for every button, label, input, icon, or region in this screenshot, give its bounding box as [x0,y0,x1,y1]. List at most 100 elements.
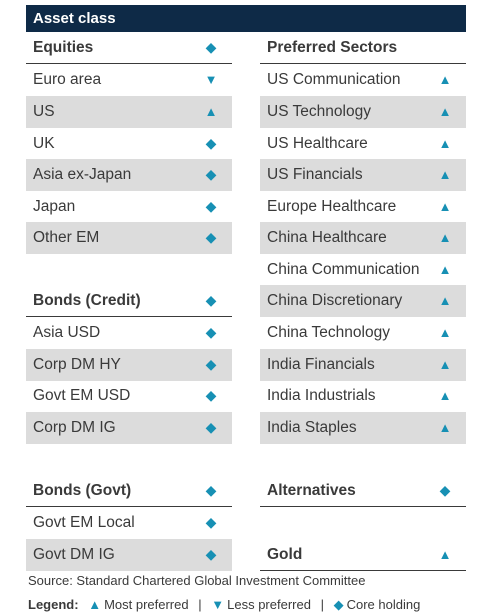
list-item: India Industrials ▲ [260,380,466,412]
most-preferred-icon: ▲ [204,104,218,119]
legend-less-preferred: Less preferred [227,597,311,612]
list-item: Other EM ◆ [26,222,232,254]
legend-core-holding: Core holding [346,597,421,612]
most-preferred-icon: ▲ [438,72,452,87]
most-preferred-icon: ▲ [438,262,452,277]
list-item: Asia ex-Japan ◆ [26,159,232,191]
legend-most-preferred: Most preferred [104,597,189,612]
item-label: UK [33,135,55,152]
core-holding-icon: ◆ [439,482,451,498]
asset-class-header: Asset class [26,5,466,32]
item-label: Corp DM HY [33,356,121,373]
legend-separator: | [320,597,324,612]
list-item: Govt EM Local ◆ [26,507,232,539]
item-label: Other EM [33,229,100,246]
list-item: US Financials ▲ [260,159,466,191]
core-holding-icon: ◆ [205,482,217,498]
list-item: Corp DM HY ◆ [26,349,232,381]
list-item: Japan ◆ [26,191,232,223]
gold-heading: Gold ▲ [260,539,466,571]
item-label: China Discretionary [267,292,403,309]
most-preferred-icon: ▲ [88,597,102,612]
item-label: US [33,103,55,120]
list-item: UK ◆ [26,128,232,160]
core-holding-icon: ◆ [205,387,217,403]
header-title: Asset class [33,10,116,27]
bonds-credit-heading: Bonds (Credit) ◆ [26,285,232,317]
bonds-credit-title: Bonds (Credit) [33,292,141,309]
preferred-sectors-heading: Preferred Sectors [260,32,466,64]
most-preferred-icon: ▲ [438,420,452,435]
list-item: India Staples ▲ [260,412,466,444]
most-preferred-icon: ▲ [438,547,452,562]
alternatives-heading: Alternatives ◆ [260,475,466,507]
core-holding-icon: ◆ [205,324,217,340]
core-holding-icon: ◆ [205,135,217,151]
item-label: India Staples [267,419,357,436]
item-label: Asia ex-Japan [33,166,132,183]
list-item: China Healthcare ▲ [260,222,466,254]
core-holding-icon: ◆ [205,356,217,372]
item-label: Govt DM IG [33,546,115,563]
core-holding-icon: ◆ [205,292,217,308]
item-label: Corp DM IG [33,419,116,436]
item-label: US Healthcare [267,135,368,152]
item-label: India Financials [267,356,375,373]
core-holding-icon: ◆ [205,229,217,245]
list-item: Europe Healthcare ▲ [260,191,466,223]
gold-title: Gold [267,546,303,563]
most-preferred-icon: ▲ [438,357,452,372]
bonds-govt-heading: Bonds (Govt) ◆ [26,475,232,507]
item-label: US Financials [267,166,363,183]
most-preferred-icon: ▲ [438,104,452,119]
list-item: Asia USD ◆ [26,317,232,349]
core-holding-icon: ◆ [205,514,217,530]
most-preferred-icon: ▲ [438,230,452,245]
list-item: US Communication ▲ [260,64,466,96]
core-holding-icon: ◆ [205,546,217,562]
core-holding-icon: ◆ [205,39,217,55]
list-item: Euro area ▼ [26,64,232,96]
less-preferred-icon: ▼ [211,597,225,612]
item-label: Europe Healthcare [267,198,397,215]
equities-heading: Equities ◆ [26,32,232,64]
list-item: Govt DM IG ◆ [26,539,232,571]
alternatives-title: Alternatives [267,482,356,499]
most-preferred-icon: ▲ [438,199,452,214]
item-label: US Technology [267,103,371,120]
item-label: Euro area [33,71,102,88]
legend: Legend: ▲ Most preferred | ▼ Less preferre… [28,597,420,613]
most-preferred-icon: ▲ [438,136,452,151]
list-item: India Financials ▲ [260,349,466,381]
list-item: US Technology ▲ [260,96,466,128]
item-label: China Technology [267,324,390,341]
most-preferred-icon: ▲ [438,293,452,308]
core-holding-icon: ◆ [205,419,217,435]
legend-separator: | [198,597,202,612]
item-label: China Healthcare [267,229,387,246]
less-preferred-icon: ▼ [204,72,218,87]
list-item: US Healthcare ▲ [260,128,466,160]
item-label: India Industrials [267,387,376,404]
core-holding-icon: ◆ [333,597,344,612]
item-label: China Communication [267,261,420,278]
item-label: Asia USD [33,324,101,341]
equities-title: Equities [33,39,94,56]
item-label: Japan [33,198,76,215]
core-holding-icon: ◆ [205,166,217,182]
bonds-govt-title: Bonds (Govt) [33,482,132,499]
item-label: Govt EM Local [33,514,135,531]
most-preferred-icon: ▲ [438,388,452,403]
core-holding-icon: ◆ [205,198,217,214]
source-note: Source: Standard Chartered Global Invest… [28,573,366,588]
list-item: US ▲ [26,96,232,128]
most-preferred-icon: ▲ [438,167,452,182]
legend-title: Legend: [28,597,79,612]
item-label: US Communication [267,71,401,88]
list-item: China Technology ▲ [260,317,466,349]
list-item: China Communication ▲ [260,254,466,286]
most-preferred-icon: ▲ [438,325,452,340]
preferred-sectors-title: Preferred Sectors [267,39,398,56]
list-item: China Discretionary ▲ [260,285,466,317]
list-item: Govt EM USD ◆ [26,380,232,412]
